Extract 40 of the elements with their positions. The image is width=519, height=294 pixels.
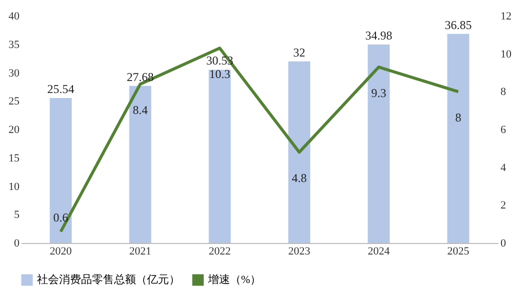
y2-tick-label: 6 <box>500 124 506 136</box>
y-tick-label: 35 <box>8 38 20 51</box>
data-label: 8 <box>455 110 462 125</box>
y2-tick-label: 2 <box>500 200 506 212</box>
data-label: 27.68 <box>126 70 154 84</box>
y-tick-label: 40 <box>8 10 20 22</box>
data-label: 9.3 <box>371 86 386 100</box>
x-tick-label: 2020 <box>50 246 72 258</box>
x-tick-label: 2021 <box>129 246 152 258</box>
data-label: 25.54 <box>47 82 74 96</box>
y2-tick-label: 8 <box>500 86 506 98</box>
y-tick-label: 0 <box>14 238 20 250</box>
y-tick-label: 25 <box>8 96 20 108</box>
bar <box>447 34 470 243</box>
legend-label: 社会消费品零售总额（亿元） <box>37 273 180 286</box>
x-tick-label: 2024 <box>368 246 390 258</box>
y-tick-label: 30 <box>8 67 20 80</box>
bar <box>368 44 390 243</box>
data-label: 4.8 <box>292 171 307 186</box>
data-label: 34.98 <box>365 28 392 42</box>
data-label: 10.3 <box>209 67 230 82</box>
y-tick-label: 5 <box>14 209 20 222</box>
data-label: 36.85 <box>444 18 472 32</box>
x-tick-label: 2023 <box>288 246 311 258</box>
y2-tick-label: 10 <box>500 48 512 60</box>
bar <box>208 70 231 243</box>
legend-label: 增速（%） <box>207 273 262 286</box>
data-label: 8.4 <box>132 103 148 118</box>
y-tick-label: 20 <box>8 124 20 136</box>
bar <box>129 86 152 243</box>
y2-tick-label: 4 <box>500 162 506 174</box>
y2-tick-label: 12 <box>500 10 512 22</box>
x-tick-label: 2022 <box>208 246 231 258</box>
y2-tick-label: 0 <box>500 238 506 250</box>
x-tick-label: 2025 <box>447 246 470 258</box>
y-tick-label: 15 <box>8 152 20 164</box>
bar <box>288 61 310 243</box>
y-tick-label: 10 <box>8 180 20 193</box>
data-label: 32 <box>293 45 306 60</box>
bar <box>50 98 72 243</box>
